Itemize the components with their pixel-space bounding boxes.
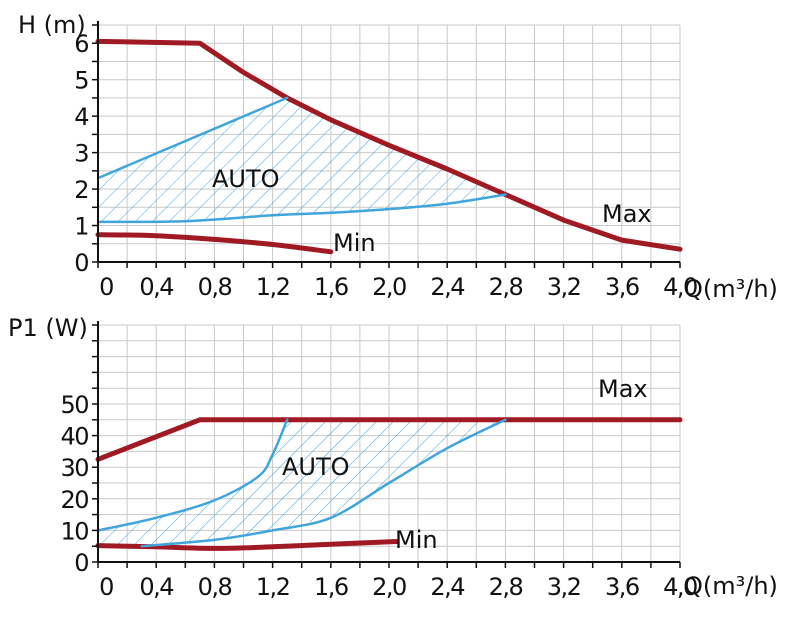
power-max-label: Max bbox=[598, 375, 648, 403]
x-tick-label: 2,4 bbox=[430, 573, 464, 601]
y-tick-label: 2 bbox=[74, 176, 88, 204]
power-x-axis-label: Q(m³/h) bbox=[684, 572, 778, 600]
power-chart-axes bbox=[92, 321, 681, 568]
x-tick-label: 1,6 bbox=[314, 573, 348, 601]
x-tick-label: 0,8 bbox=[198, 273, 232, 301]
head-chart-lines bbox=[95, 38, 683, 255]
series-line-max bbox=[95, 417, 683, 462]
auto-region-hatch bbox=[98, 419, 506, 547]
y-tick-label: 1 bbox=[74, 213, 88, 241]
x-tick-label: 3,2 bbox=[547, 573, 581, 601]
x-tick-label: 2,8 bbox=[489, 573, 523, 601]
power-y-tick-labels: 0 10 20 30 40 50 bbox=[60, 391, 89, 577]
series-line-min bbox=[95, 539, 399, 551]
x-tick-label: 4,0 bbox=[663, 573, 697, 601]
y-tick-label: 6 bbox=[74, 30, 88, 58]
x-tick-label: 2,8 bbox=[489, 273, 523, 301]
head-y-axis-label: H (m) bbox=[18, 11, 86, 39]
series-line-auto-upper bbox=[96, 96, 289, 180]
x-tick-label: 4,0 bbox=[663, 273, 697, 301]
y-tick-label: 30 bbox=[60, 454, 88, 482]
x-tick-label: 3,6 bbox=[605, 273, 639, 301]
head-x-axis-label: Q(m³/h) bbox=[684, 275, 778, 303]
x-tick-label: 2,4 bbox=[430, 273, 464, 301]
power-min-label: Min bbox=[395, 526, 438, 554]
series-line-auto-lower bbox=[96, 193, 507, 224]
x-tick-label: 2,0 bbox=[372, 573, 406, 601]
auto-region-hatch bbox=[98, 97, 506, 222]
x-tick-label: 1,2 bbox=[256, 273, 290, 301]
head-auto-label: AUTO bbox=[212, 165, 280, 193]
x-tick-label: 0,4 bbox=[139, 573, 173, 601]
x-tick-label: 0,8 bbox=[198, 573, 232, 601]
x-tick-label: 2,0 bbox=[372, 273, 406, 301]
head-chart-axes bbox=[92, 21, 681, 268]
power-y-axis-label: P1 (W) bbox=[8, 314, 88, 342]
head-auto-region bbox=[98, 97, 506, 222]
series-line-max bbox=[95, 38, 683, 252]
head-y-tick-labels: 0 1 2 3 4 5 6 bbox=[74, 30, 90, 277]
x-tick-label: 0 bbox=[99, 573, 113, 601]
y-tick-label: 20 bbox=[60, 486, 88, 514]
y-tick-label: 0 bbox=[74, 249, 88, 277]
power-auto-region bbox=[98, 419, 506, 547]
power-chart-lines bbox=[95, 417, 683, 551]
power-x-tick-labels: 0 0,4 0,8 1,2 1,6 2,0 2,4 2,8 3,2 3,6 4,0 bbox=[99, 573, 698, 601]
power-auto-label: AUTO bbox=[282, 453, 350, 481]
y-tick-label: 4 bbox=[74, 103, 88, 131]
y-tick-label: 5 bbox=[74, 67, 88, 95]
y-tick-label: 3 bbox=[74, 140, 88, 168]
x-tick-label: 0 bbox=[99, 273, 113, 301]
series-line-auto-left bbox=[96, 418, 289, 532]
power-chart: 0 10 20 30 40 50 0 0,4 0,8 1,2 1,6 2,0 2,4 2,8 3,2 3,6… bbox=[8, 314, 778, 601]
series-line-auto-right bbox=[140, 418, 507, 548]
y-tick-label: 50 bbox=[60, 391, 88, 419]
head-max-label: Max bbox=[602, 200, 652, 228]
x-tick-label: 1,6 bbox=[314, 273, 348, 301]
x-tick-label: 3,2 bbox=[547, 273, 581, 301]
y-tick-label: 10 bbox=[60, 517, 88, 545]
x-tick-label: 3,6 bbox=[605, 573, 639, 601]
x-tick-label: 1,2 bbox=[256, 573, 290, 601]
y-tick-label: 40 bbox=[60, 423, 88, 451]
y-tick-label: 0 bbox=[74, 549, 88, 577]
series-line-min bbox=[95, 232, 334, 255]
head-min-label: Min bbox=[333, 229, 376, 257]
x-tick-label: 0,4 bbox=[139, 273, 173, 301]
head-x-tick-labels: 0 0,4 0,8 1,2 1,6 2,0 2,4 2,8 3,2 3,6 4,0 bbox=[99, 273, 698, 301]
